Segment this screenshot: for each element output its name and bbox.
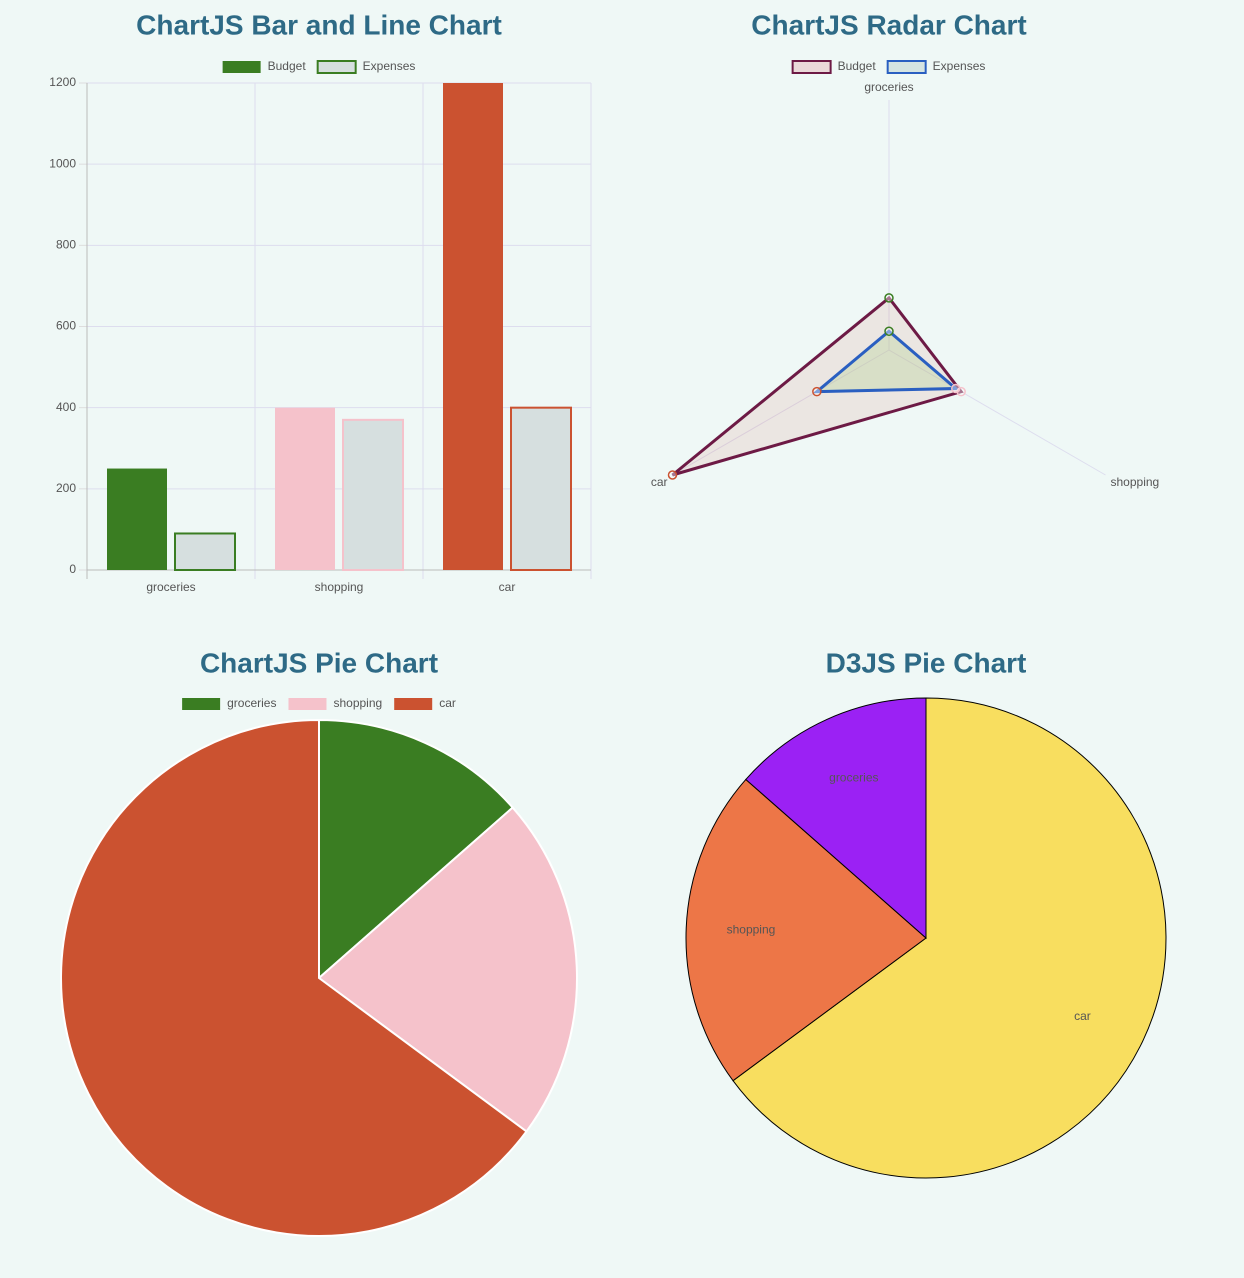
bar xyxy=(510,406,572,571)
legend-label: car xyxy=(439,696,456,710)
legend-swatch xyxy=(791,60,832,74)
legend-label: Expenses xyxy=(363,59,416,73)
legend: groceries shopping car xyxy=(182,696,456,710)
bar xyxy=(342,418,404,572)
slice-label: car xyxy=(1074,1009,1091,1023)
bar xyxy=(275,407,335,570)
x-tick-label: groceries xyxy=(146,580,195,594)
radar-point xyxy=(884,326,894,336)
legend: Budget Expenses xyxy=(222,59,416,74)
radar-point xyxy=(667,470,678,480)
pie-slice xyxy=(745,697,927,940)
pie-slice xyxy=(60,718,528,1237)
pie-slice xyxy=(732,697,1167,1179)
chart-title: D3JS Pie Chart xyxy=(826,647,1027,678)
radar-area xyxy=(671,295,964,477)
bar xyxy=(174,532,236,571)
legend-label: Budget xyxy=(838,59,877,73)
y-tick-label: 800 xyxy=(56,238,76,252)
bar xyxy=(443,83,503,570)
y-tick-label: 200 xyxy=(56,481,76,495)
pie-slice xyxy=(317,806,578,1133)
legend-swatch xyxy=(222,61,261,73)
y-tick-label: 1000 xyxy=(49,156,76,170)
radar-point xyxy=(951,383,961,394)
radar-point xyxy=(812,386,822,397)
y-tick-label: 600 xyxy=(56,319,76,333)
axis-label: car xyxy=(651,475,668,489)
slice-label: shopping xyxy=(727,923,776,937)
legend-swatch xyxy=(316,60,357,74)
y-tick-label: 0 xyxy=(69,562,76,576)
legend-label: shopping xyxy=(333,696,382,710)
axis-label: shopping xyxy=(1111,475,1160,489)
legend-swatch xyxy=(394,698,433,710)
x-tick-label: car xyxy=(499,580,516,594)
axis-label: groceries xyxy=(864,80,913,94)
legend-swatch xyxy=(288,698,327,710)
legend-label: Expenses xyxy=(933,59,986,73)
chart-title: ChartJS Pie Chart xyxy=(200,647,438,678)
radar-area xyxy=(812,329,960,394)
y-tick-label: 400 xyxy=(56,400,76,414)
pie-slice xyxy=(685,778,927,1082)
angle-line xyxy=(672,349,890,476)
pie-slice xyxy=(318,718,515,981)
x-tick-label: shopping xyxy=(315,580,364,594)
chart-title: ChartJS Radar Chart xyxy=(751,9,1026,40)
legend: Budget Expenses xyxy=(791,59,986,74)
legend-label: Budget xyxy=(268,59,307,73)
chart-title: ChartJS Bar and Line Chart xyxy=(136,9,502,40)
legend-swatch xyxy=(886,60,927,74)
radar-point xyxy=(884,293,894,303)
slice-label: groceries xyxy=(829,771,878,785)
bar xyxy=(107,468,167,570)
y-tick-label: 1200 xyxy=(49,75,76,89)
angle-line xyxy=(888,349,1106,476)
legend-swatch xyxy=(182,698,221,710)
legend-label: groceries xyxy=(227,696,276,710)
